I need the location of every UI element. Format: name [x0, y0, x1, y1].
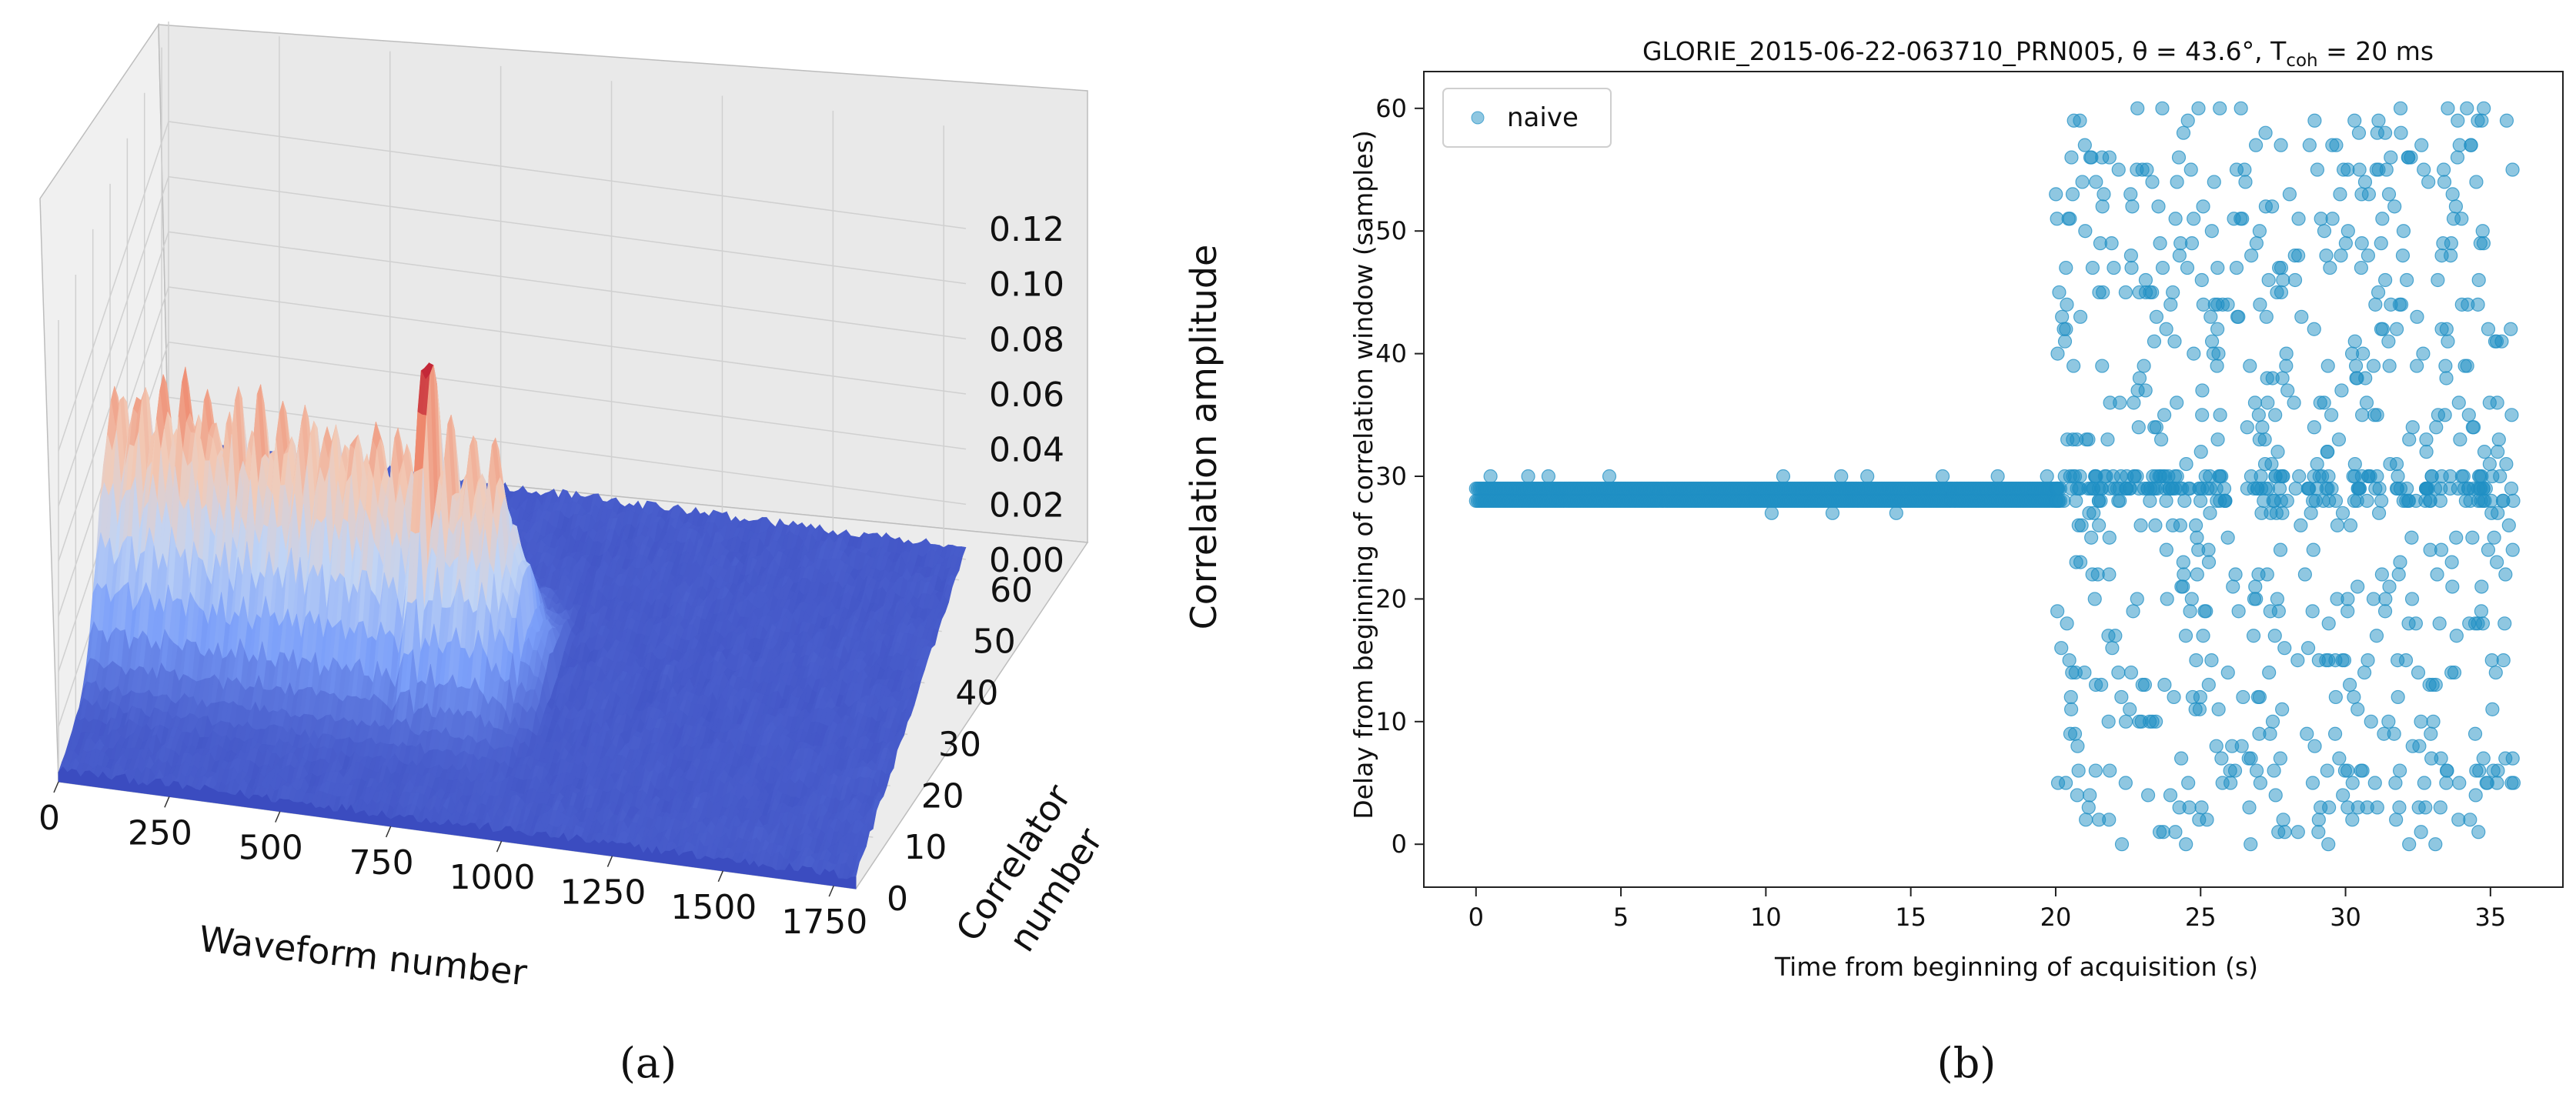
- panel-a: 0 250 500 750 1000 1250 1500 1750 0 10 20 30 40 50 60 0…: [0, 0, 1285, 1108]
- grid-z-level: [58, 341, 967, 672]
- grid-z-level: [58, 121, 967, 452]
- grid-z-level: [58, 175, 967, 506]
- surface-mesh: [58, 362, 967, 889]
- surface-plot: 0 250 500 750 1000 1250 1500 175001020304050600…: [38, 22, 1225, 1087]
- grid-z-level: [58, 231, 967, 562]
- grid-z-level: [58, 286, 967, 617]
